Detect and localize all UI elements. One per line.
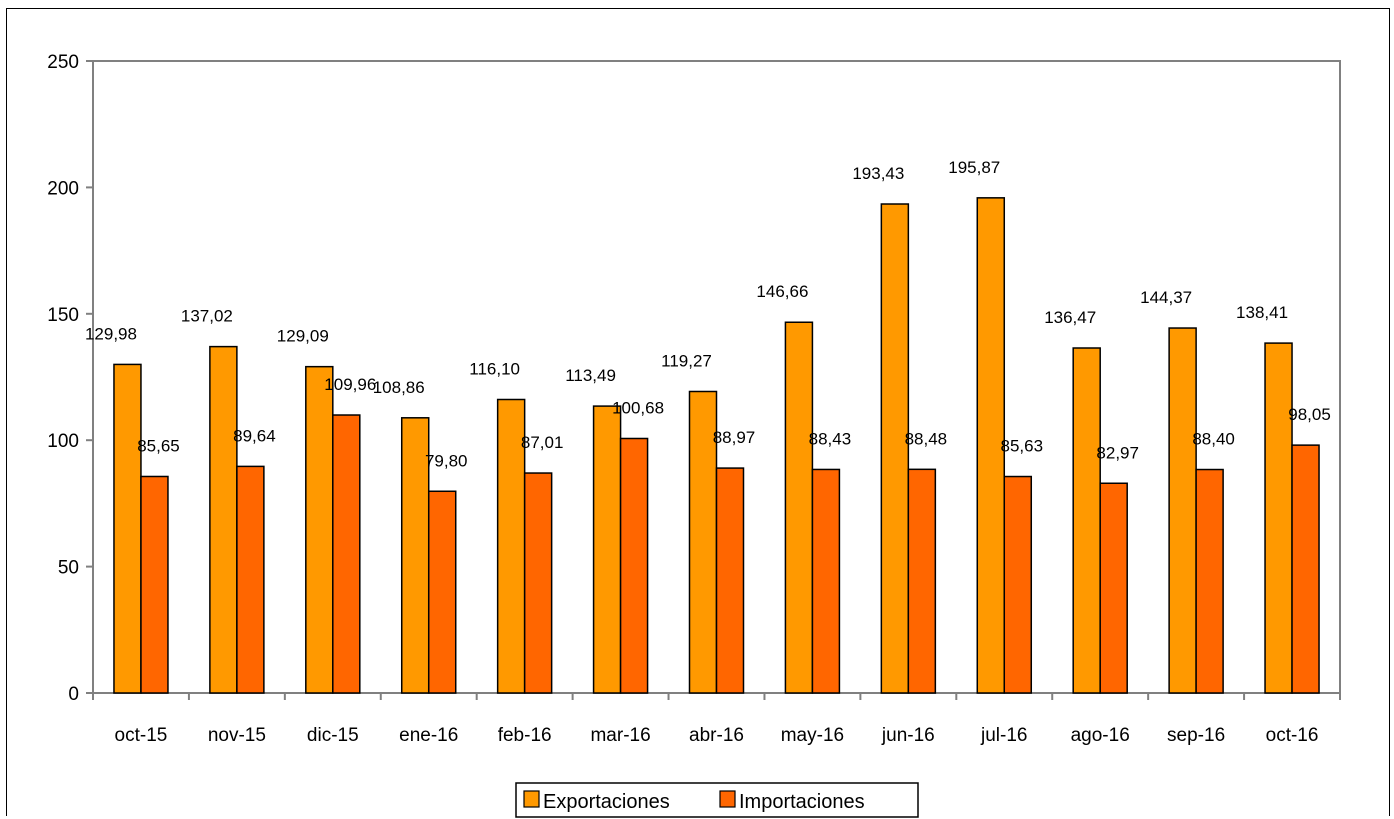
data-label-exportaciones: 129,09 <box>277 327 329 346</box>
data-label-importaciones: 88,48 <box>905 429 948 448</box>
bar-exportaciones <box>209 345 238 694</box>
bar-exportaciones <box>113 363 142 694</box>
x-tick-label: jul-16 <box>980 725 1027 746</box>
legend-label-importaciones: Importaciones <box>739 791 865 813</box>
y-tick-label: 50 <box>58 558 79 579</box>
bar-importaciones <box>811 468 841 694</box>
y-tick-label: 150 <box>47 305 79 326</box>
y-tick-label: 0 <box>68 684 79 705</box>
x-tick-label: ene-16 <box>399 725 458 746</box>
data-label-exportaciones: 119,27 <box>661 351 712 370</box>
bar-importaciones <box>332 414 361 694</box>
x-tick-label: oct-15 <box>115 725 168 746</box>
bar-exportaciones <box>784 321 814 694</box>
legend: Exportaciones Importaciones <box>515 782 919 818</box>
data-label-exportaciones: 193,43 <box>852 164 904 183</box>
bar-importaciones <box>715 467 745 694</box>
data-label-importaciones: 85,63 <box>1000 437 1043 456</box>
data-label-exportaciones: 113,49 <box>565 366 616 385</box>
y-tick-label: 200 <box>47 178 79 199</box>
x-tick-label: ago-16 <box>1071 725 1130 746</box>
data-label-importaciones: 100,68 <box>612 398 664 417</box>
bar-importaciones <box>907 468 937 694</box>
data-label-importaciones: 79,80 <box>425 451 468 470</box>
x-tick-label: abr-16 <box>689 725 744 746</box>
data-label-exportaciones: 136,47 <box>1044 308 1096 327</box>
bar-exportaciones <box>880 203 910 694</box>
bar-exportaciones <box>688 390 718 694</box>
legend-box <box>515 782 919 818</box>
bar-importaciones <box>1003 475 1033 694</box>
data-label-exportaciones: 116,10 <box>469 359 520 378</box>
bars <box>113 197 1320 694</box>
bar-importaciones <box>619 437 649 694</box>
x-tick-label: nov-15 <box>208 725 266 746</box>
bar-importaciones <box>1195 468 1224 694</box>
x-tick-label: sep-16 <box>1167 725 1225 746</box>
legend-swatch-exportaciones <box>523 790 540 808</box>
data-label-importaciones: 98,05 <box>1288 405 1331 424</box>
bar-exportaciones <box>305 365 334 694</box>
x-tick-label: may-16 <box>781 725 844 746</box>
data-label-importaciones: 87,01 <box>521 433 564 452</box>
data-label-exportaciones: 108,86 <box>373 378 425 397</box>
x-tick-label: mar-16 <box>590 725 650 746</box>
data-label-exportaciones: 129,98 <box>85 324 137 343</box>
data-label-importaciones: 109,96 <box>324 375 376 394</box>
bar-importaciones <box>523 472 553 694</box>
bar-importaciones <box>1099 482 1128 694</box>
bar-exportaciones <box>1168 327 1197 694</box>
chart-frame <box>6 8 1390 816</box>
data-label-exportaciones: 144,37 <box>1140 288 1192 307</box>
bar-importaciones <box>427 490 457 694</box>
data-labels: 129,98 85,65 137,02 89,64 129,09 109,96108,86… <box>85 158 1331 470</box>
x-tick-label: oct-16 <box>1266 725 1319 746</box>
bar-exportaciones <box>496 398 526 694</box>
data-label-importaciones: 82,97 <box>1096 443 1139 462</box>
bar-exportaciones <box>592 405 622 694</box>
x-tick-label: jun-16 <box>881 725 935 746</box>
data-label-importaciones: 85,65 <box>137 436 180 455</box>
legend-swatch-importaciones <box>719 790 736 808</box>
y-tick-label: 100 <box>47 431 79 452</box>
data-label-exportaciones: 137,02 <box>181 307 233 326</box>
bar-exportaciones <box>976 197 1006 694</box>
bar-exportaciones <box>1264 342 1293 694</box>
data-label-exportaciones: 195,87 <box>948 158 1000 177</box>
data-label-importaciones: 88,97 <box>713 428 756 447</box>
x-tick-label: feb-16 <box>498 725 552 746</box>
data-label-exportaciones: 138,41 <box>1236 303 1288 322</box>
legend-label-exportaciones: Exportaciones <box>543 791 670 813</box>
data-label-importaciones: 89,64 <box>233 426 276 445</box>
data-label-importaciones: 88,43 <box>809 429 852 448</box>
bar-importaciones <box>1291 444 1320 694</box>
x-tick-label: dic-15 <box>307 725 359 746</box>
data-label-importaciones: 88,40 <box>1192 430 1235 449</box>
data-label-exportaciones: 146,66 <box>756 282 808 301</box>
bar-importaciones <box>236 465 265 694</box>
bar-importaciones <box>140 475 169 694</box>
y-tick-label: 250 <box>47 52 79 73</box>
bar-exportaciones <box>1072 347 1101 694</box>
